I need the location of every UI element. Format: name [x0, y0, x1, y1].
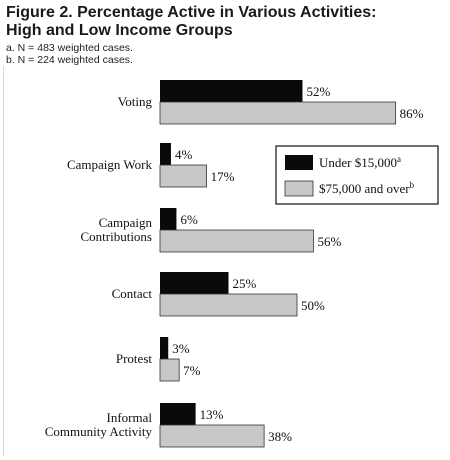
- legend-label: Under $15,000a: [319, 154, 401, 170]
- bar-75000-and-over: [159, 293, 298, 317]
- footnote-b: b. N = 224 weighted cases.: [6, 54, 133, 66]
- chart-title: Figure 2. Percentage Active in Various A…: [6, 4, 446, 40]
- category-label: Campaign Contributions: [80, 215, 152, 244]
- value-label: 52%: [306, 84, 330, 99]
- value-label: 86%: [400, 106, 424, 121]
- bar-75000-and-over: [159, 101, 397, 125]
- chart-frame: [3, 66, 448, 456]
- value-label: 13%: [200, 407, 224, 422]
- bar-under-15000: [160, 143, 171, 165]
- bar-under-15000: [160, 80, 303, 102]
- value-label: 4%: [175, 147, 193, 162]
- value-label: 17%: [211, 169, 235, 184]
- legend-label: $75,000 and overb: [319, 180, 415, 196]
- bar-under-15000: [160, 337, 169, 359]
- value-label: 6%: [180, 212, 198, 227]
- chart-title-line1: Figure 2. Percentage Active in Various A…: [6, 4, 377, 21]
- chart-title-line2: High and Low Income Groups: [6, 22, 233, 39]
- category-label: Campaign Work: [67, 157, 153, 172]
- footnotes: a. N = 483 weighted cases. b. N = 224 we…: [6, 42, 133, 66]
- value-label: 38%: [268, 429, 292, 444]
- value-label: 56%: [317, 234, 341, 249]
- bar-under-15000: [160, 272, 229, 294]
- legend-swatch: [284, 180, 314, 197]
- value-label: 7%: [183, 363, 201, 378]
- bar-75000-and-over: [159, 229, 314, 253]
- legend-swatch: [285, 155, 313, 170]
- bar-under-15000: [160, 208, 177, 230]
- value-label: 25%: [233, 276, 257, 291]
- category-label: Voting: [118, 94, 153, 109]
- value-label: 50%: [301, 298, 325, 313]
- bar-75000-and-over: [159, 424, 265, 448]
- bar-75000-and-over: [159, 358, 180, 382]
- category-label: Protest: [116, 351, 153, 366]
- bar-under-15000: [160, 403, 196, 425]
- value-label: 3%: [172, 341, 190, 356]
- category-label: Informal Community Activity: [45, 410, 153, 439]
- category-label: Contact: [112, 286, 153, 301]
- bar-75000-and-over: [159, 164, 207, 188]
- footnote-a: a. N = 483 weighted cases.: [6, 42, 133, 54]
